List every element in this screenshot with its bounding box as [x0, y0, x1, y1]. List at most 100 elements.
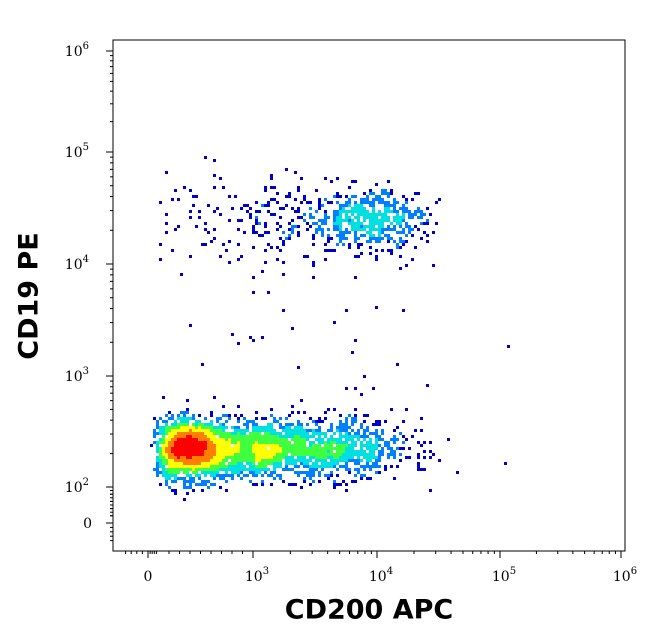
event-dot [321, 234, 324, 237]
event-dot [285, 417, 288, 420]
event-dot [354, 234, 357, 237]
event-dot [366, 201, 369, 204]
event-dot [351, 444, 354, 447]
event-dot [186, 426, 189, 429]
event-dot [174, 465, 177, 468]
event-dot [288, 234, 291, 237]
event-dot [201, 462, 204, 465]
event-dot [318, 432, 321, 435]
event-dot [297, 411, 300, 414]
event-dot [375, 462, 378, 465]
event-dot [342, 207, 345, 210]
event-dot [405, 210, 408, 213]
event-dot [270, 441, 273, 444]
event-dot [183, 480, 186, 483]
event-dot [276, 450, 279, 453]
event-dot [420, 213, 423, 216]
event-dot [264, 459, 267, 462]
event-dot [162, 426, 165, 429]
event-dot [294, 198, 297, 201]
event-dot [396, 438, 399, 441]
event-dot [165, 456, 168, 459]
event-dot [210, 456, 213, 459]
event-dot [318, 447, 321, 450]
event-dot [168, 429, 171, 432]
event-dot [315, 210, 318, 213]
event-dot [339, 195, 342, 198]
event-dot [330, 423, 333, 426]
event-dot [387, 444, 390, 447]
event-dot [153, 417, 156, 420]
event-dot [351, 441, 354, 444]
event-dot [198, 474, 201, 477]
event-dot [360, 474, 363, 477]
event-dot [345, 309, 348, 312]
event-dot [243, 450, 246, 453]
event-dot [237, 456, 240, 459]
event-dot [390, 210, 393, 213]
event-dot [183, 186, 186, 189]
event-dot [327, 408, 330, 411]
event-dot [159, 417, 162, 420]
event-dot [354, 204, 357, 207]
event-dot [369, 231, 372, 234]
event-dot [315, 228, 318, 231]
event-dot [336, 441, 339, 444]
event-dot [252, 291, 255, 294]
event-dot [366, 426, 369, 429]
event-dot [234, 450, 237, 453]
event-dot [225, 447, 228, 450]
event-dot [327, 201, 330, 204]
event-dot [276, 453, 279, 456]
event-dot [195, 465, 198, 468]
event-dot [237, 219, 240, 222]
event-dot [312, 429, 315, 432]
event-dot [318, 456, 321, 459]
event-dot [195, 423, 198, 426]
event-dot [363, 219, 366, 222]
event-dot [372, 444, 375, 447]
event-dot [183, 423, 186, 426]
event-dot [297, 459, 300, 462]
event-dot [291, 225, 294, 228]
event-dot [294, 450, 297, 453]
event-dot [405, 222, 408, 225]
event-dot [333, 321, 336, 324]
event-dot [285, 432, 288, 435]
event-dot [258, 468, 261, 471]
event-dot [378, 225, 381, 228]
event-dot [177, 435, 180, 438]
event-dot [162, 444, 165, 447]
event-dot [201, 441, 204, 444]
event-dot [375, 447, 378, 450]
event-dot [381, 447, 384, 450]
event-dot [339, 435, 342, 438]
event-dot [315, 462, 318, 465]
event-dot [309, 468, 312, 471]
event-dot [369, 192, 372, 195]
event-dot [171, 444, 174, 447]
event-dot [339, 456, 342, 459]
event-dot [243, 204, 246, 207]
event-dot [279, 453, 282, 456]
event-dot [396, 246, 399, 249]
event-dot [255, 459, 258, 462]
event-dot [435, 201, 438, 204]
event-dot [345, 456, 348, 459]
event-dot [339, 210, 342, 213]
event-dot [156, 432, 159, 435]
event-dot [387, 192, 390, 195]
event-dot [300, 471, 303, 474]
event-dot [282, 429, 285, 432]
event-dot [204, 453, 207, 456]
event-dot [249, 336, 252, 339]
event-dot [195, 432, 198, 435]
event-dot [156, 471, 159, 474]
event-dot [174, 423, 177, 426]
event-dot [387, 219, 390, 222]
event-dot [348, 435, 351, 438]
event-dot [219, 255, 222, 258]
event-dot [162, 462, 165, 465]
event-dot [276, 258, 279, 261]
event-dot [324, 450, 327, 453]
